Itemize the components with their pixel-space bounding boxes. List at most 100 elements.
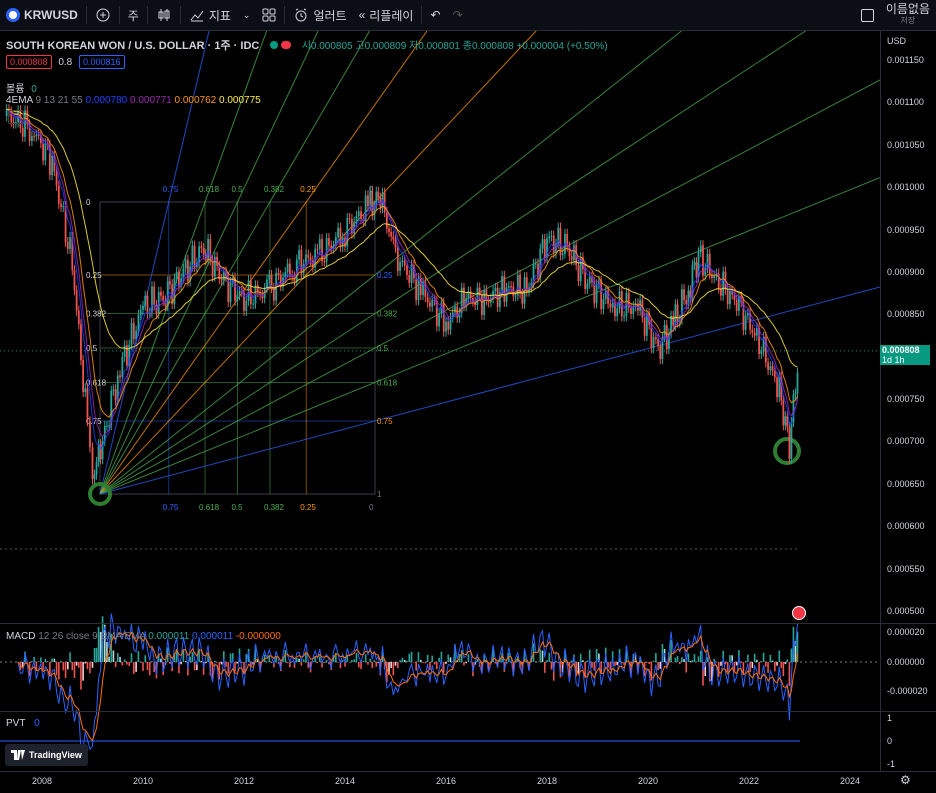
macd-histogram-bar bbox=[346, 655, 349, 662]
macd-histogram-bar bbox=[672, 662, 675, 663]
currency-label[interactable]: USD bbox=[887, 36, 907, 46]
candle-body bbox=[530, 283, 533, 288]
tradingview-logo[interactable]: TradingView bbox=[5, 744, 88, 766]
candle-body bbox=[501, 275, 504, 293]
candle-body bbox=[321, 239, 323, 262]
macd-histogram-bar bbox=[600, 662, 602, 674]
candle-body bbox=[695, 262, 698, 278]
macd-histogram-bar bbox=[86, 662, 89, 670]
macd-histogram-bar bbox=[625, 646, 628, 662]
candle-body bbox=[691, 264, 694, 298]
candle-body bbox=[708, 253, 711, 275]
price-tick-label: 0.000600 bbox=[887, 521, 925, 532]
ema-legend[interactable]: 4EMA 9 13 21 55 0.000780 0.000771 0.0007… bbox=[6, 95, 261, 106]
fib-left-label: 0 bbox=[86, 198, 91, 207]
interval-button[interactable]: 주 bbox=[122, 0, 145, 30]
ema-line bbox=[6, 108, 798, 368]
alert-button[interactable]: 얼러트 bbox=[287, 0, 352, 30]
volume-legend[interactable]: 볼륨 0 bbox=[6, 80, 37, 95]
symbol-search-button[interactable]: KRWUSD bbox=[0, 0, 84, 30]
macd-histogram-bar bbox=[268, 656, 271, 662]
settings-button[interactable]: ⚙ bbox=[900, 773, 911, 787]
macd-histogram-bar bbox=[769, 654, 772, 662]
macd-histogram-bar bbox=[413, 662, 415, 663]
macd-histogram-bar bbox=[465, 662, 467, 664]
candle-body bbox=[665, 325, 668, 349]
macd-histogram-bar bbox=[652, 660, 655, 662]
layout-name-button[interactable]: 이름없음 저장 bbox=[880, 0, 936, 30]
macd-histogram-bar bbox=[403, 659, 406, 662]
candle-body bbox=[114, 389, 117, 401]
macd-histogram-bar bbox=[467, 654, 470, 662]
sell-button[interactable]: 0.000808 bbox=[6, 55, 52, 69]
candle-body bbox=[144, 295, 147, 306]
fullscreen-button[interactable] bbox=[855, 0, 880, 30]
candle-body bbox=[71, 237, 74, 271]
candle-body bbox=[778, 376, 781, 398]
macd-histogram-bar bbox=[277, 662, 280, 664]
indicators-button[interactable]: 지표 bbox=[183, 0, 237, 30]
candle-body bbox=[66, 241, 69, 249]
candle-body bbox=[153, 286, 156, 305]
candle-body bbox=[792, 394, 795, 423]
undo-button[interactable]: ↶ bbox=[424, 0, 446, 30]
price-tick-label: 0.000850 bbox=[887, 309, 925, 320]
layout-name: 이름없음 bbox=[885, 2, 930, 16]
candle-body bbox=[476, 287, 479, 306]
candle-body bbox=[652, 337, 655, 349]
macd-legend[interactable]: MACD 12 26 close 9 EMA EMA 0.000011 0.00… bbox=[6, 631, 281, 642]
price-tick-label: 0.000700 bbox=[887, 436, 925, 447]
redo-button[interactable]: ↷ bbox=[447, 0, 469, 30]
macd-histogram-bar bbox=[335, 652, 337, 662]
candle-body bbox=[573, 245, 575, 261]
macd-histogram-bar bbox=[82, 662, 84, 681]
macd-histogram-bar bbox=[778, 650, 781, 662]
candle-body bbox=[408, 275, 411, 283]
candle-body bbox=[261, 295, 264, 299]
indicator-templates-button[interactable]: ⌄ bbox=[237, 0, 257, 30]
layout-button[interactable] bbox=[256, 0, 282, 30]
price-axis[interactable]: USD 0.001150 0.001100 0.001050 0.001000 0.00… bbox=[881, 31, 936, 771]
pane-separator[interactable] bbox=[0, 711, 936, 712]
candle-body bbox=[456, 306, 459, 318]
replay-button[interactable]: « 리플레이 bbox=[353, 0, 420, 30]
macd-histogram-bar bbox=[270, 662, 273, 663]
price-chart[interactable]: 0.75 0.618 0.5 0.382 0.25 0 0.75 0.618 0.5 0.382 0… bbox=[0, 31, 880, 771]
candle-body bbox=[722, 271, 725, 296]
macd-histogram-bar bbox=[687, 653, 690, 662]
candle-body bbox=[373, 205, 376, 216]
macd-histogram-bar bbox=[786, 659, 789, 662]
candle-body bbox=[198, 246, 201, 263]
time-tick-label: 2012 bbox=[234, 776, 255, 786]
macd-histogram-bar bbox=[399, 660, 401, 662]
macd-histogram-bar bbox=[595, 648, 598, 662]
macd-histogram-bar bbox=[454, 644, 456, 662]
pvt-legend[interactable]: PVT 0 bbox=[6, 718, 40, 729]
buy-button[interactable]: 0.000816 bbox=[79, 55, 125, 69]
macd-histogram-bar bbox=[417, 652, 420, 662]
chart-type-button[interactable] bbox=[150, 0, 178, 30]
macd-histogram-bar bbox=[180, 662, 182, 665]
collapse-legend-button[interactable]: ⌃ bbox=[8, 110, 24, 124]
macd-histogram-bar bbox=[377, 662, 380, 663]
fib-top-label: 0.75 bbox=[163, 185, 179, 194]
fib-bottom-label: 0.75 bbox=[163, 503, 179, 512]
pane-separator[interactable] bbox=[0, 623, 936, 624]
macd-histogram-bar bbox=[422, 662, 424, 664]
macd-histogram-bar bbox=[738, 650, 740, 662]
macd-histogram-bar bbox=[51, 658, 53, 662]
macd-histogram-bar bbox=[106, 642, 108, 662]
candle-body bbox=[447, 321, 450, 330]
macd-histogram-bar bbox=[175, 649, 178, 662]
macd-histogram-bar bbox=[689, 661, 692, 662]
candle-body bbox=[746, 312, 749, 316]
macd-histogram-bar bbox=[369, 658, 372, 662]
macd-histogram-bar bbox=[148, 662, 151, 676]
ohlc-values: 시0.000805 고0.000809 저0.000801 종0.000808 … bbox=[301, 41, 608, 52]
news-flag-button[interactable] bbox=[792, 606, 806, 620]
compare-button[interactable] bbox=[89, 0, 117, 30]
macd-histogram-bar bbox=[225, 662, 227, 667]
fib-fan-drawing[interactable]: 0.75 0.618 0.5 0.382 0.25 0 0.75 0.618 0.5 0.382 0… bbox=[86, 31, 880, 512]
macd-histogram-bar bbox=[202, 662, 205, 675]
candle-body bbox=[139, 309, 142, 315]
